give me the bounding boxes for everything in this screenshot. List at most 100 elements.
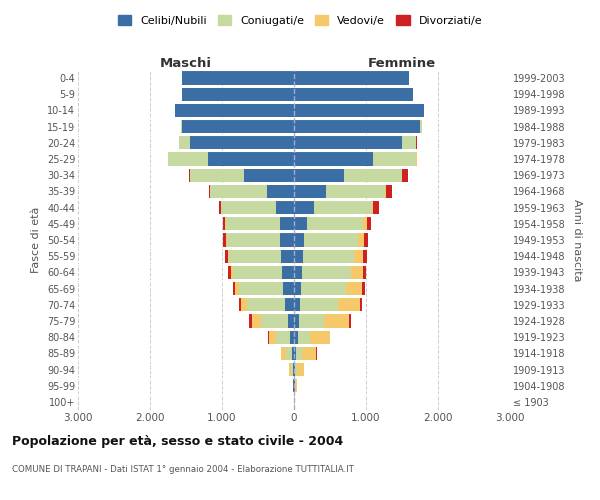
Bar xyxy=(230,266,233,279)
Bar xyxy=(355,250,363,263)
Bar xyxy=(233,266,282,279)
Bar xyxy=(310,330,330,344)
Bar xyxy=(281,250,294,263)
Bar xyxy=(175,104,294,117)
Bar xyxy=(363,266,366,279)
Bar xyxy=(227,234,280,246)
Bar xyxy=(225,250,228,263)
Bar xyxy=(296,346,302,360)
Bar xyxy=(235,282,239,295)
Bar xyxy=(190,168,244,182)
Bar xyxy=(239,282,283,295)
Legend: Celibi/Nubili, Coniugati/e, Vedovi/e, Divorziati/e: Celibi/Nubili, Coniugati/e, Vedovi/e, Di… xyxy=(113,10,487,30)
Bar xyxy=(251,314,261,328)
Bar xyxy=(324,314,349,328)
Bar xyxy=(300,298,338,312)
Bar xyxy=(247,298,286,312)
Bar xyxy=(294,72,409,85)
Bar xyxy=(372,201,373,214)
Bar xyxy=(307,217,363,230)
Bar xyxy=(280,217,294,230)
Bar xyxy=(326,185,385,198)
Bar xyxy=(233,282,235,295)
Bar xyxy=(294,234,304,246)
Bar xyxy=(294,330,298,344)
Bar xyxy=(228,266,230,279)
Bar xyxy=(182,72,294,85)
Bar xyxy=(226,234,227,246)
Bar xyxy=(250,314,251,328)
Bar xyxy=(294,88,413,101)
Bar xyxy=(294,168,344,182)
Bar xyxy=(294,282,301,295)
Text: Popolazione per età, sesso e stato civile - 2004: Popolazione per età, sesso e stato civil… xyxy=(12,435,343,448)
Bar xyxy=(226,217,280,230)
Bar xyxy=(294,104,424,117)
Bar xyxy=(293,379,294,392)
Bar xyxy=(228,250,229,263)
Bar xyxy=(168,152,208,166)
Bar xyxy=(297,363,304,376)
Text: COMUNE DI TRAPANI - Dati ISTAT 1° gennaio 2004 - Elaborazione TUTTITALIA.IT: COMUNE DI TRAPANI - Dati ISTAT 1° gennai… xyxy=(12,465,354,474)
Bar xyxy=(302,266,351,279)
Bar xyxy=(282,266,294,279)
Text: Femmine: Femmine xyxy=(368,57,436,70)
Bar xyxy=(344,168,402,182)
Bar xyxy=(417,152,418,166)
Bar xyxy=(364,234,368,246)
Y-axis label: Fasce di età: Fasce di età xyxy=(31,207,41,273)
Bar xyxy=(349,314,351,328)
Bar xyxy=(293,363,294,376)
Bar xyxy=(294,152,373,166)
Bar xyxy=(223,234,226,246)
Bar xyxy=(266,185,294,198)
Bar xyxy=(283,282,294,295)
Y-axis label: Anni di nascita: Anni di nascita xyxy=(572,198,582,281)
Bar xyxy=(219,201,221,214)
Bar xyxy=(402,136,416,149)
Bar xyxy=(289,363,291,376)
Bar xyxy=(367,217,371,230)
Bar xyxy=(373,152,416,166)
Bar xyxy=(241,298,247,312)
Bar xyxy=(280,234,294,246)
Bar xyxy=(229,250,281,263)
Bar xyxy=(294,363,295,376)
Bar xyxy=(223,217,225,230)
Bar xyxy=(301,282,346,295)
Bar xyxy=(179,136,190,149)
Bar xyxy=(292,346,294,360)
Bar xyxy=(239,298,241,312)
Bar xyxy=(276,201,294,214)
Bar xyxy=(221,201,276,214)
Text: Maschi: Maschi xyxy=(160,57,212,70)
Bar xyxy=(211,185,266,198)
Bar xyxy=(351,266,363,279)
Bar xyxy=(189,168,190,182)
Bar xyxy=(302,250,355,263)
Bar xyxy=(362,282,365,295)
Bar xyxy=(276,330,290,344)
Bar xyxy=(288,314,294,328)
Bar xyxy=(294,346,296,360)
Bar xyxy=(290,330,294,344)
Bar xyxy=(403,168,408,182)
Bar xyxy=(314,201,372,214)
Bar xyxy=(304,234,358,246)
Bar xyxy=(294,266,302,279)
Bar xyxy=(298,330,310,344)
Bar xyxy=(244,168,294,182)
Bar xyxy=(294,298,300,312)
Bar xyxy=(386,185,392,198)
Bar xyxy=(209,185,211,198)
Bar xyxy=(346,282,362,295)
Bar xyxy=(291,363,293,376)
Bar xyxy=(420,120,422,134)
Bar xyxy=(363,250,367,263)
Bar xyxy=(286,346,292,360)
Bar xyxy=(295,379,297,392)
Bar xyxy=(294,250,302,263)
Bar xyxy=(294,120,420,134)
Bar xyxy=(385,185,386,198)
Bar xyxy=(359,298,362,312)
